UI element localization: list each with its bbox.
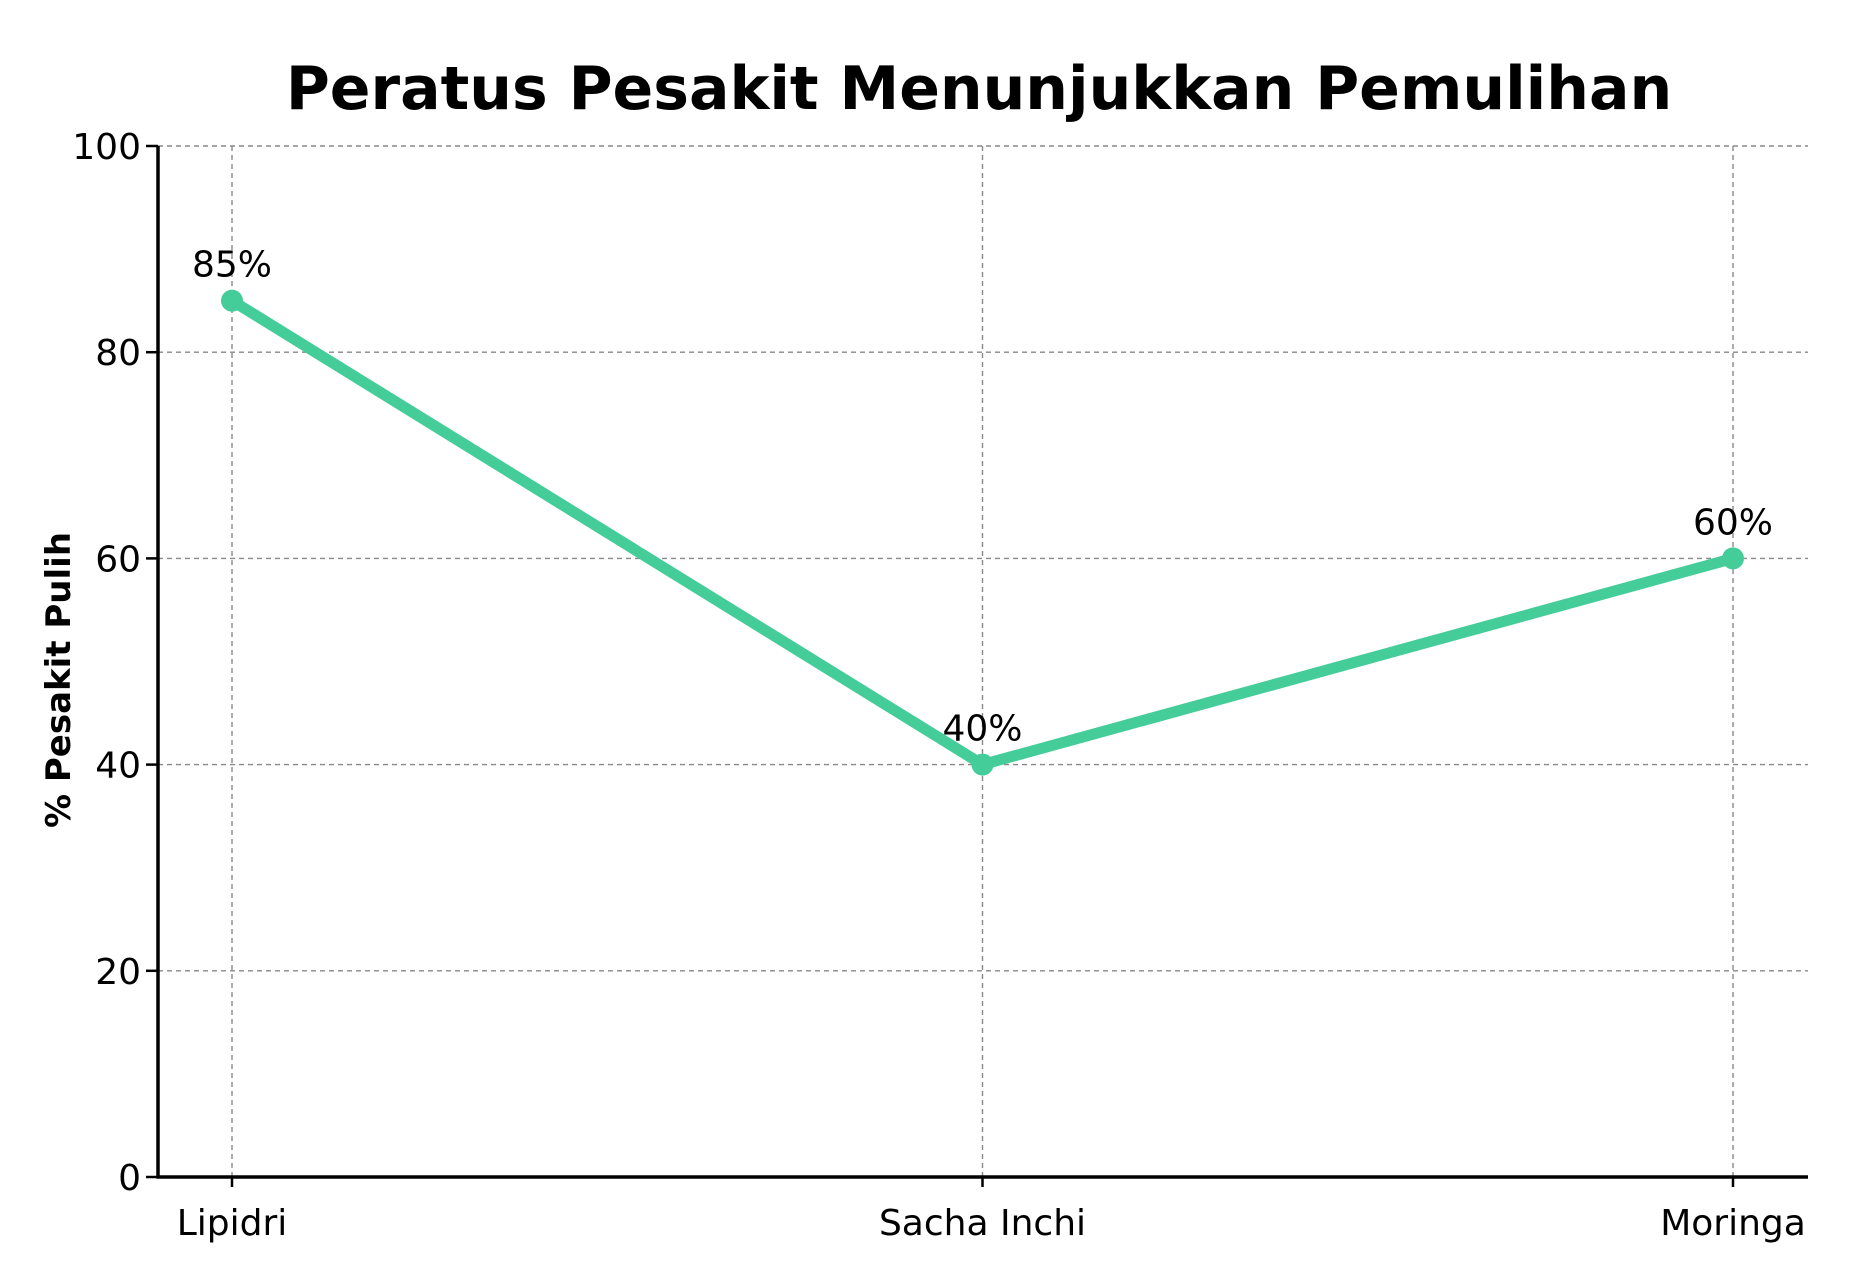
data-point bbox=[1722, 547, 1744, 570]
y-tick-label: 20 bbox=[95, 952, 141, 993]
series-layer bbox=[221, 289, 1744, 776]
y-axis-label: % Pesakit Pulih bbox=[39, 532, 79, 828]
y-tick-label: 0 bbox=[118, 1158, 141, 1199]
data-label: 60% bbox=[1693, 502, 1773, 543]
data-point bbox=[221, 289, 243, 312]
y-tick-label: 40 bbox=[95, 746, 141, 787]
y-tick-label: 80 bbox=[95, 333, 141, 374]
chart-title: Peratus Pesakit Menunjukkan Pemulihan bbox=[286, 54, 1672, 124]
x-tick-label: Lipidri bbox=[177, 1203, 288, 1244]
tick-labels: 0 20 40 60 80 100 Lipidri Sacha Inchi Moringa bbox=[72, 127, 1806, 1244]
x-tick-label: Sacha Inchi bbox=[879, 1203, 1086, 1244]
data-label: 85% bbox=[192, 245, 272, 286]
data-labels: 85% 40% 60% bbox=[192, 245, 1773, 750]
x-tick-label: Moringa bbox=[1660, 1203, 1806, 1244]
data-point bbox=[971, 753, 994, 776]
grid-lines bbox=[158, 145, 1808, 1177]
y-tick-label: 60 bbox=[95, 539, 141, 580]
y-tick-label: 100 bbox=[72, 127, 141, 168]
data-label: 40% bbox=[942, 709, 1022, 750]
